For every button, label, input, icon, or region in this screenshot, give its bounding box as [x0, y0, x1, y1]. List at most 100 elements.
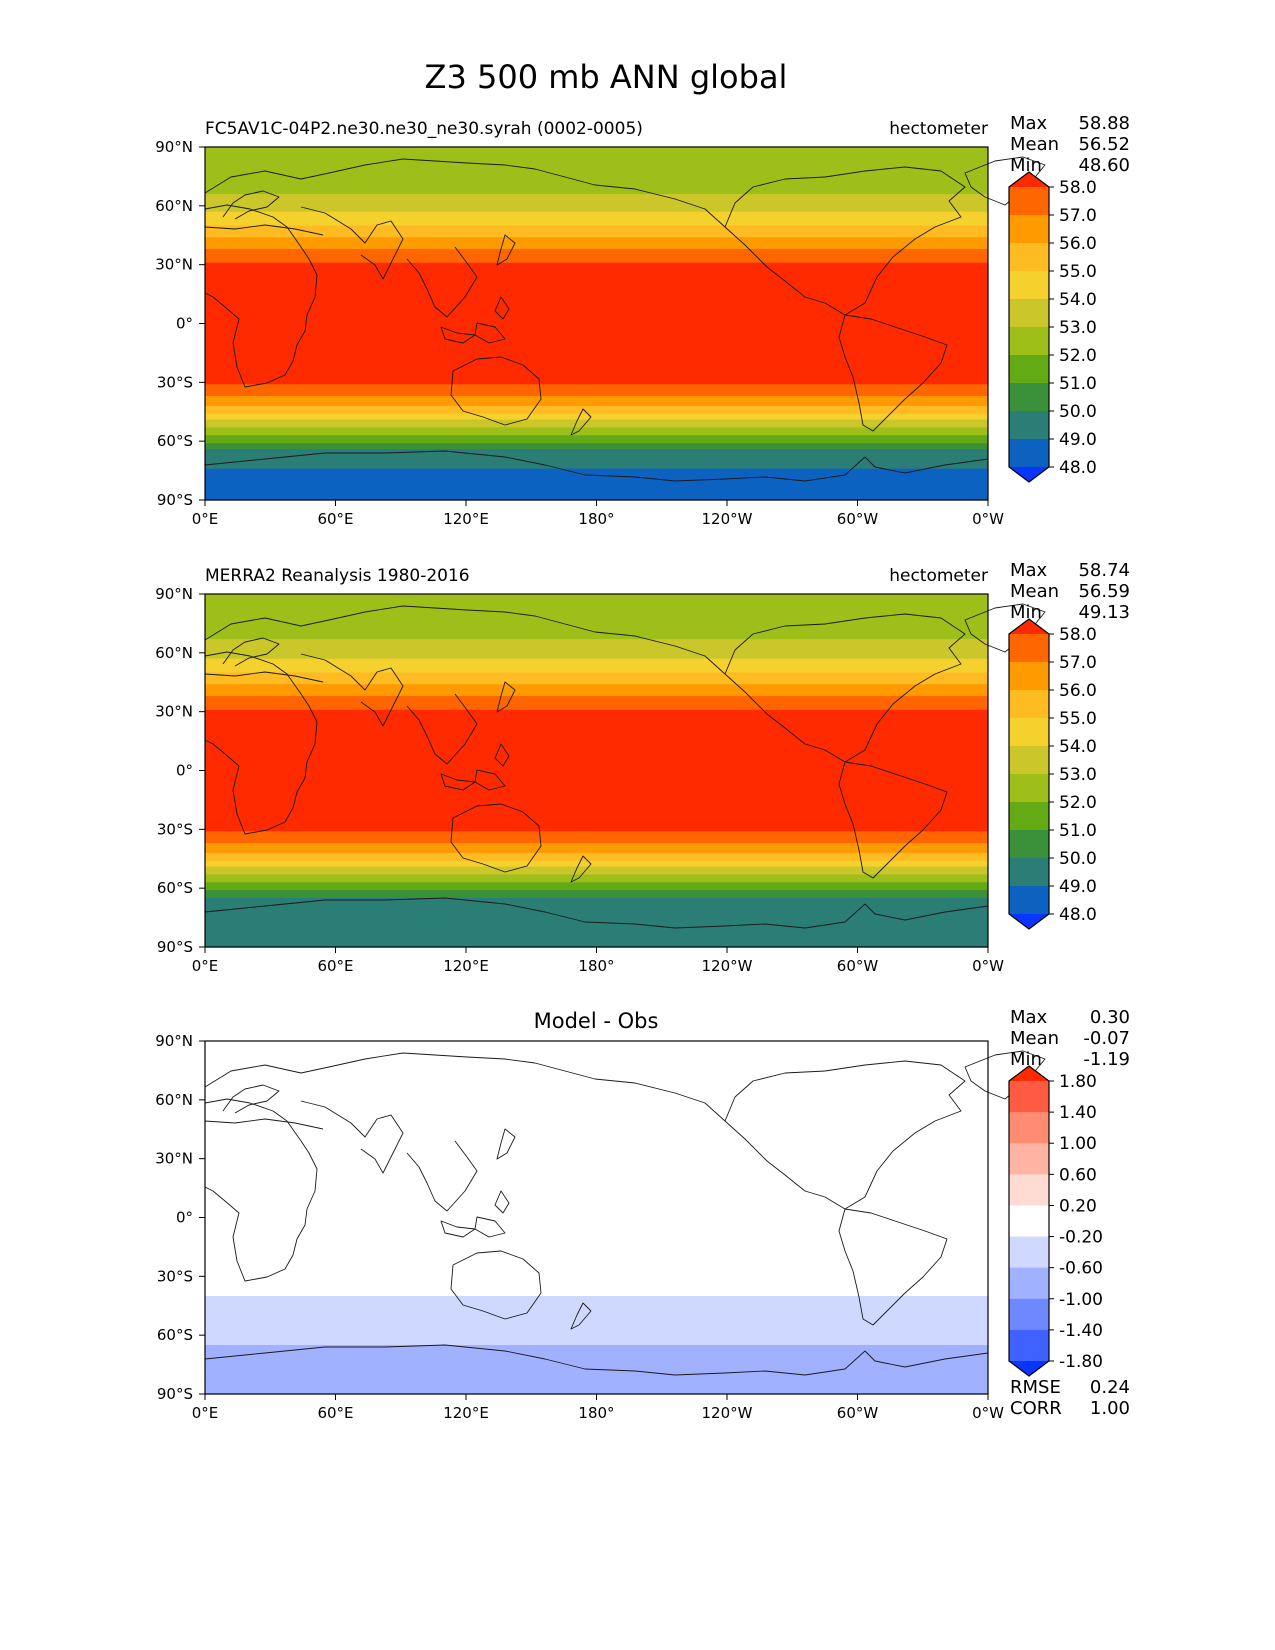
panel-1-x-axis: 0°E 60°E 120°E 180° 120°W 60°W 0°W	[192, 500, 1004, 528]
field-band	[205, 1099, 988, 1103]
field-band	[205, 1068, 988, 1072]
field-band	[205, 188, 988, 191]
field-band	[205, 678, 988, 681]
field-band	[205, 411, 988, 415]
y-tick-label: 90°S	[157, 1385, 193, 1403]
field-band	[205, 1160, 988, 1164]
field-band	[205, 1313, 988, 1317]
field-band	[205, 878, 988, 881]
field-band	[205, 1288, 988, 1291]
field-band	[205, 650, 988, 654]
field-band	[205, 615, 988, 619]
panel-1-stats: Max 58.88 Mean 56.52 Min 48.60	[1010, 113, 1130, 176]
stat-value: 56.52	[1078, 134, 1130, 155]
field-band	[205, 697, 988, 701]
field-band	[205, 786, 988, 789]
colorbar-tick-label: 49.0	[1059, 430, 1097, 450]
colorbar-tick-label: 0.60	[1059, 1165, 1097, 1185]
field-band	[205, 468, 988, 472]
field-band	[205, 644, 988, 648]
field-band	[205, 1282, 988, 1285]
colorbar-tick-label: 58.0	[1059, 178, 1097, 198]
field-band	[205, 431, 988, 434]
field-band	[205, 364, 988, 368]
field-band	[205, 1270, 988, 1274]
field-band	[205, 401, 988, 405]
field-band	[205, 641, 988, 644]
field-band	[205, 1050, 988, 1054]
field-band	[205, 197, 988, 201]
field-band	[205, 274, 988, 278]
x-tick-label: 120°E	[443, 510, 489, 528]
field-band	[205, 331, 988, 334]
field-band	[205, 662, 988, 666]
field-band	[205, 1325, 988, 1328]
field-band	[205, 784, 988, 787]
field-band	[205, 343, 988, 346]
field-band	[205, 821, 988, 825]
field-band	[205, 192, 988, 195]
colorbar-segment	[1009, 886, 1049, 915]
field-band	[205, 907, 988, 911]
field-band	[205, 309, 988, 313]
colorbar-segment	[1009, 299, 1049, 328]
field-band	[205, 311, 988, 315]
field-band	[205, 766, 988, 770]
field-band	[205, 654, 988, 658]
stat-label: Max	[1010, 560, 1048, 581]
field-band	[205, 760, 988, 764]
colorbar-segment	[1009, 662, 1049, 691]
field-band	[205, 1125, 988, 1128]
field-band	[205, 795, 988, 799]
colorbar-tick-label: 51.0	[1059, 821, 1097, 841]
field-band	[205, 358, 988, 362]
field-band	[205, 1080, 988, 1083]
field-band	[205, 399, 988, 403]
field-band	[205, 437, 988, 440]
panel-3-y-axis: 90°S 60°S 30°S 0° 30°N 60°N 90°N	[155, 1032, 205, 1403]
field-band	[205, 229, 988, 232]
colorbar-segment	[1009, 858, 1049, 887]
field-band	[205, 284, 988, 287]
field-band	[205, 731, 988, 734]
field-band	[205, 917, 988, 921]
stat-label: Max	[1010, 113, 1048, 134]
field-band	[205, 688, 988, 691]
field-band	[205, 668, 988, 672]
field-band	[205, 919, 988, 923]
field-band	[205, 684, 988, 687]
field-band	[205, 327, 988, 330]
field-band	[205, 776, 988, 779]
field-band	[205, 799, 988, 803]
field-band	[205, 666, 988, 670]
x-tick-label: 120°W	[702, 510, 753, 528]
field-band	[205, 805, 988, 809]
field-band	[205, 482, 988, 485]
field-band	[205, 699, 988, 703]
field-band	[205, 1286, 988, 1289]
field-band	[205, 1341, 988, 1344]
field-band	[205, 278, 988, 281]
field-band	[205, 1217, 988, 1221]
field-band	[205, 464, 988, 468]
field-band	[205, 1274, 988, 1277]
field-band	[205, 850, 988, 854]
field-band	[205, 707, 988, 711]
field-band	[205, 894, 988, 897]
panel-3-title: Model - Obs	[534, 1009, 659, 1033]
field-band	[205, 680, 988, 683]
colorbar-tick-label: 55.0	[1059, 709, 1097, 729]
y-tick-label: 0°	[176, 1209, 193, 1227]
field-band	[205, 676, 988, 679]
colorbar-tick-label: -1.80	[1059, 1352, 1103, 1372]
field-band	[205, 931, 988, 934]
colorbar-tick-label: 53.0	[1059, 765, 1097, 785]
field-band	[205, 1205, 988, 1209]
colorbar-extend-bottom	[1009, 467, 1049, 482]
panel-3-field	[205, 1041, 988, 1395]
field-band	[205, 1311, 988, 1315]
field-band	[205, 1233, 988, 1236]
field-band	[205, 1299, 988, 1303]
colorbar-tick-label: 48.0	[1059, 905, 1097, 925]
field-band	[205, 1319, 988, 1323]
